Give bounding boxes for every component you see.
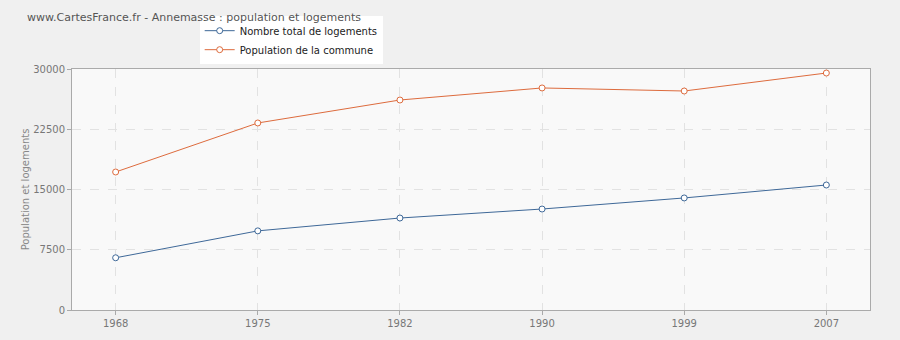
svg-text:22500: 22500	[33, 124, 65, 135]
svg-text:0: 0	[59, 305, 65, 316]
svg-text:1968: 1968	[103, 318, 128, 329]
svg-text:1975: 1975	[245, 318, 270, 329]
svg-text:30000: 30000	[33, 64, 65, 75]
svg-text:Population et logements: Population et logements	[20, 129, 31, 251]
svg-text:Population de la commune: Population de la commune	[240, 45, 373, 56]
svg-text:1982: 1982	[387, 318, 412, 329]
svg-text:7500: 7500	[40, 244, 65, 255]
svg-text:1990: 1990	[529, 318, 554, 329]
svg-text:1999: 1999	[671, 318, 696, 329]
svg-text:Nombre total de logements: Nombre total de logements	[240, 26, 377, 37]
svg-text:www.CartesFrance.fr - Annemass: www.CartesFrance.fr - Annemasse : popula…	[27, 11, 361, 24]
svg-text:15000: 15000	[33, 184, 65, 195]
svg-text:2007: 2007	[814, 318, 839, 329]
